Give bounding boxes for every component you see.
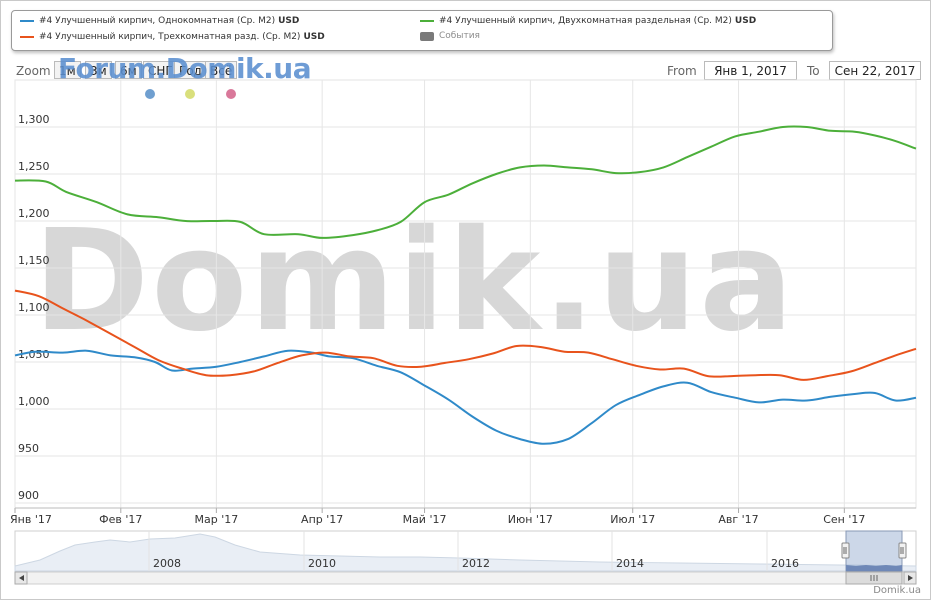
domik-watermark: Domik.ua — [33, 200, 796, 363]
chevron-left-icon — [19, 575, 24, 581]
y-tick-label: 1,150 — [18, 254, 50, 267]
to-label: To — [807, 64, 820, 78]
event-marker[interactable] — [226, 89, 236, 99]
event-marker[interactable] — [185, 89, 195, 99]
zoom-1m-button[interactable]: 1м — [54, 61, 81, 79]
legend-unit: USD — [303, 32, 325, 42]
legend-unit: USD — [278, 16, 300, 26]
navigator-selected-series — [846, 565, 902, 571]
legend: #4 Улучшенный кирпич, Однокомнатная (Ср.… — [11, 10, 833, 51]
legend-item-events[interactable]: События — [420, 31, 480, 41]
legend-label: #4 Улучшенный кирпич, Двухкомнатная разд… — [439, 16, 732, 26]
x-tick-label: Июн '17 — [508, 513, 553, 526]
zoom-label: Zoom — [16, 64, 51, 78]
series-line-icon — [420, 20, 434, 22]
y-tick-label: 950 — [18, 442, 39, 455]
series-line-one-room — [14, 349, 917, 445]
navigator-year-label: 2010 — [308, 557, 336, 570]
scrollbar-track — [14, 571, 917, 585]
y-tick-label: 1,000 — [18, 395, 50, 408]
navigator-year-label: 2008 — [153, 557, 181, 570]
legend-item-one-room[interactable]: #4 Улучшенный кирпич, Однокомнатная (Ср.… — [20, 16, 299, 26]
legend-unit: USD — [734, 16, 757, 26]
x-tick-label: Сен '17 — [823, 513, 865, 526]
chevron-right-icon — [908, 575, 913, 581]
from-date-input[interactable]: Янв 1, 2017 — [704, 61, 797, 80]
y-tick-label: 1,300 — [18, 113, 50, 126]
x-tick-label: Авг '17 — [718, 513, 758, 526]
x-tick-label: Май '17 — [403, 513, 447, 526]
legend-label: #4 Улучшенный кирпич, Однокомнатная (Ср.… — [39, 16, 276, 26]
navigator-year-label: 2012 — [462, 557, 490, 570]
zoom-all-button[interactable]: Всё — [205, 61, 238, 79]
x-tick-label: Июл '17 — [610, 513, 655, 526]
legend-item-two-room[interactable]: #4 Улучшенный кирпич, Двухкомнатная разд… — [420, 16, 756, 26]
x-tick-label: Янв '17 — [10, 513, 52, 526]
navigator-selection — [845, 530, 903, 572]
navigator: 2008 2010 2012 2014 2016 — [14, 530, 917, 585]
y-tick-label: 1,200 — [18, 207, 50, 220]
legend-item-three-room[interactable]: #4 Улучшенный кирпич, Трехкомнатная разд… — [20, 32, 325, 42]
footer-credit: Domik.ua — [873, 585, 921, 596]
to-date-input[interactable]: Сен 22, 2017 — [829, 61, 921, 80]
zoom-ytd-button[interactable]: СНГ — [143, 61, 178, 79]
navigator-year-label: 2016 — [771, 557, 799, 570]
zoom-6m-button[interactable]: 6м — [115, 61, 142, 79]
y-tick-label: 1,100 — [18, 301, 50, 314]
zoom-year-button[interactable]: Год — [174, 61, 207, 79]
events-swatch-icon — [420, 31, 434, 41]
navigator-history-area — [14, 533, 917, 572]
x-tick-label: Апр '17 — [301, 513, 343, 526]
plot-area — [14, 79, 917, 509]
event-marker[interactable] — [145, 89, 155, 99]
legend-label: События — [439, 31, 480, 41]
x-tick-label: Мар '17 — [194, 513, 238, 526]
from-label: From — [667, 64, 697, 78]
series-line-two-room — [14, 125, 917, 239]
x-tick-label: Фев '17 — [99, 513, 142, 526]
navigator-year-label: 2014 — [616, 557, 644, 570]
series-line-three-room — [14, 289, 917, 381]
zoom-3m-button[interactable]: 3м — [85, 61, 112, 79]
y-tick-label: 900 — [18, 489, 39, 502]
series-line-icon — [20, 36, 34, 38]
legend-label: #4 Улучшенный кирпич, Трехкомнатная разд… — [39, 32, 301, 42]
y-tick-label: 1,250 — [18, 160, 50, 173]
series-line-icon — [20, 20, 34, 22]
